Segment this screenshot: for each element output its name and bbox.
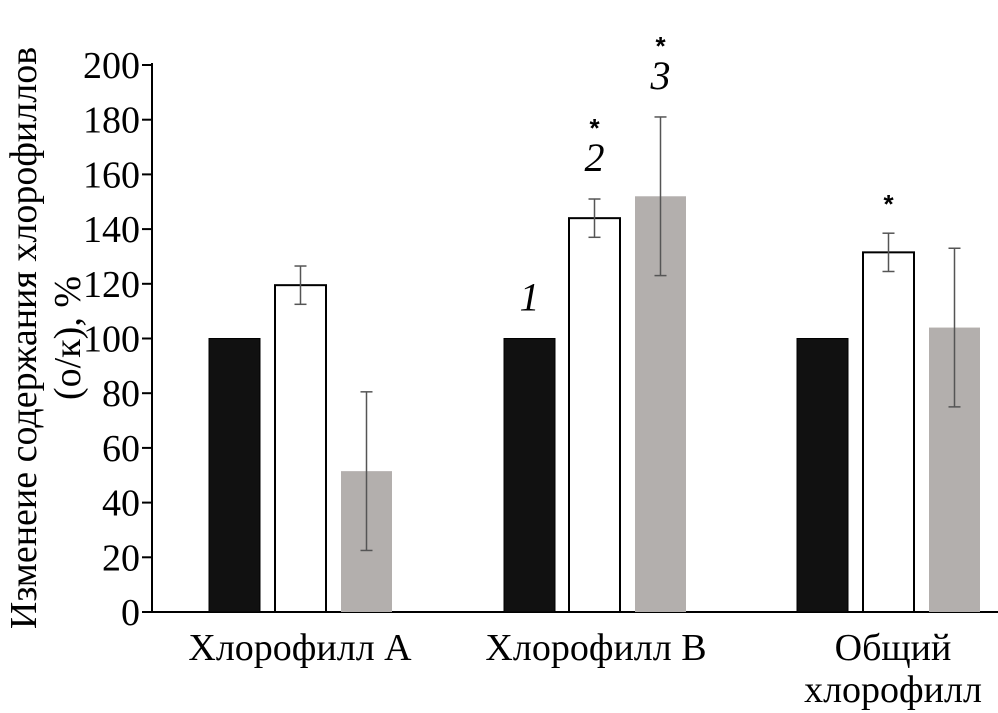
y-tick-label: 180 [83, 100, 140, 142]
category-label: Хлорофилл В [485, 627, 706, 669]
y-tick-label: 20 [102, 537, 140, 579]
y-tick-label: 80 [102, 373, 140, 415]
category-label: Хлорофилл А [188, 627, 412, 669]
bar [862, 251, 915, 613]
significance-asterisk: * [589, 113, 600, 143]
bar [274, 284, 327, 613]
y-axis-label-line: Изменеие содержания хлорофиллов [3, 47, 45, 629]
y-tick-label: 100 [83, 319, 140, 361]
bar [568, 217, 621, 613]
significance-asterisk: * [655, 31, 666, 61]
bars [208, 196, 980, 613]
y-ticks: 0 20 40 60 80 100 120 140 160 180 200 [83, 45, 152, 634]
series-number-label: 3 [650, 53, 671, 98]
bar [503, 338, 556, 613]
y-axis-label-line: (о/к), % [47, 276, 89, 400]
error-bars [294, 116, 961, 552]
category-label: хлорофилл [804, 669, 982, 711]
series-number-label: 2 [585, 135, 605, 180]
y-tick-label: 60 [102, 428, 140, 470]
y-tick-label: 0 [121, 592, 140, 634]
annotations: 12**3* [520, 31, 895, 320]
significance-asterisk: * [883, 189, 894, 219]
bar [796, 338, 849, 613]
category-label: Общий [835, 627, 952, 669]
y-tick-label: 140 [83, 209, 140, 251]
bar [208, 338, 261, 613]
y-tick-label: 160 [83, 154, 140, 196]
y-tick-label: 120 [83, 264, 140, 306]
y-tick-label: 200 [83, 45, 140, 87]
y-tick-label: 40 [102, 483, 140, 525]
series-number-label: 1 [520, 275, 540, 320]
y-axis-label: Изменеие содержания хлорофиллов (о/к), % [3, 47, 89, 629]
